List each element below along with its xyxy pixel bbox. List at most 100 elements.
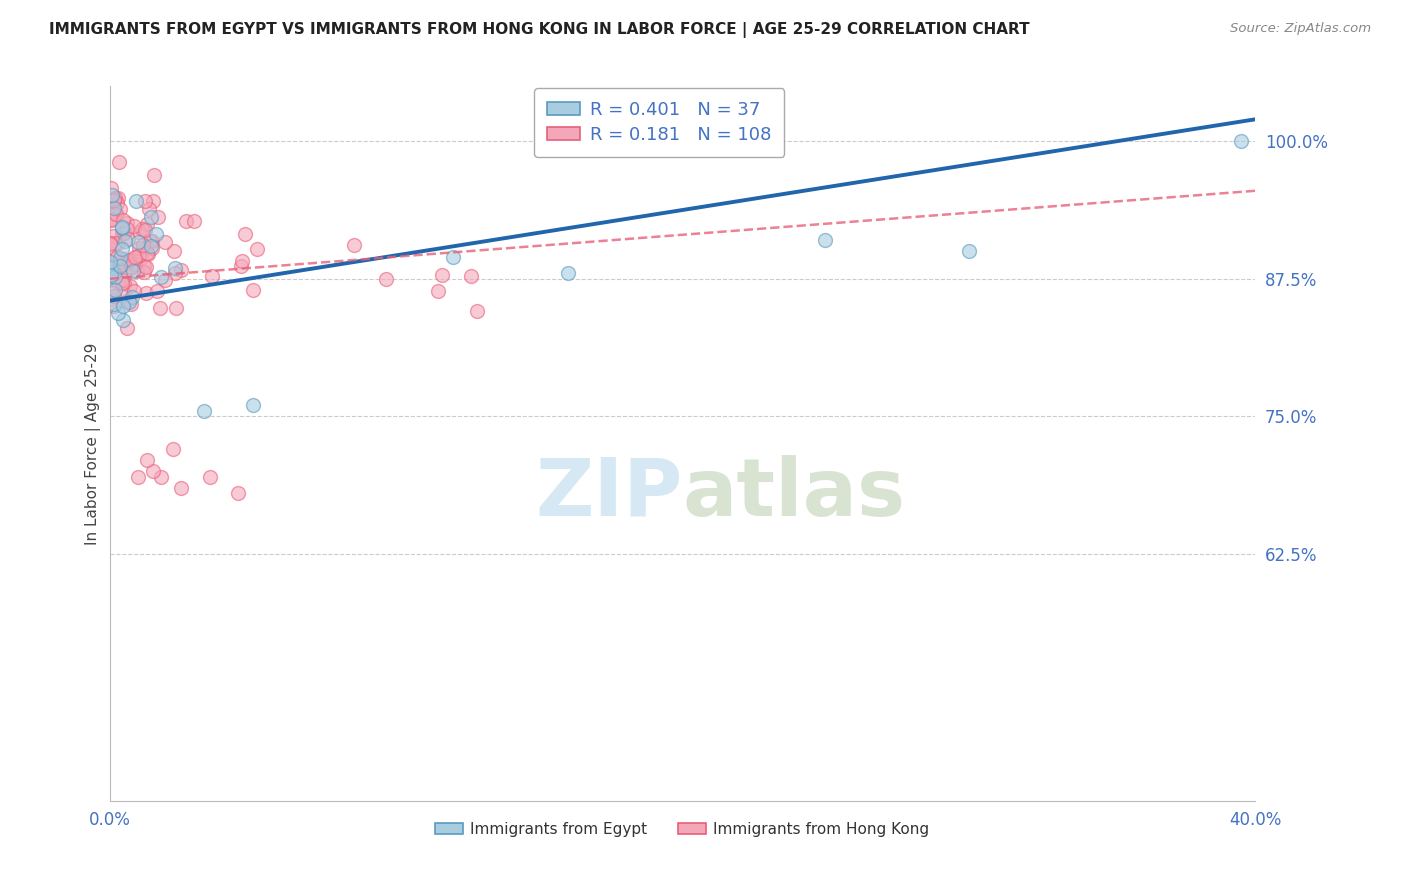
- Point: [112, 252, 135, 266]
- Point: [107, 306, 129, 320]
- Point: [141, 235, 163, 249]
- Point: [103, 207, 125, 221]
- Point: [122, 284, 145, 298]
- Point: [112, 226, 135, 240]
- Point: [117, 232, 139, 246]
- Point: [145, 227, 167, 241]
- Point: [100, 268, 122, 282]
- Point: [183, 213, 205, 227]
- Point: [136, 246, 159, 260]
- Point: [128, 241, 150, 255]
- Point: [111, 243, 134, 257]
- Point: [112, 257, 135, 271]
- Point: [107, 190, 129, 204]
- Point: [139, 210, 162, 224]
- Point: [103, 266, 125, 280]
- Point: [101, 211, 124, 226]
- Point: [104, 235, 127, 250]
- Point: [149, 301, 172, 316]
- Point: [112, 287, 135, 301]
- Point: [375, 272, 398, 286]
- Point: [193, 403, 215, 417]
- Point: [115, 294, 138, 309]
- Point: [129, 251, 152, 265]
- Point: [103, 201, 125, 215]
- Point: [142, 464, 165, 478]
- Point: [120, 297, 142, 311]
- Point: [115, 216, 138, 230]
- Point: [246, 243, 269, 257]
- Point: [139, 234, 162, 248]
- Point: [557, 266, 579, 280]
- Point: [460, 269, 482, 284]
- Point: [233, 227, 256, 241]
- Point: [343, 238, 366, 252]
- Point: [118, 295, 141, 310]
- Point: [135, 260, 157, 274]
- Point: [103, 296, 125, 310]
- Point: [108, 251, 131, 265]
- Point: [957, 244, 980, 259]
- Point: [124, 257, 146, 271]
- Point: [100, 181, 122, 195]
- Point: [108, 202, 131, 216]
- Point: [103, 193, 125, 207]
- Point: [228, 486, 250, 500]
- Point: [100, 213, 122, 227]
- Point: [112, 226, 135, 240]
- Text: IMMIGRANTS FROM EGYPT VS IMMIGRANTS FROM HONG KONG IN LABOR FORCE | AGE 25-29 CO: IMMIGRANTS FROM EGYPT VS IMMIGRANTS FROM…: [49, 22, 1029, 38]
- Point: [101, 267, 124, 281]
- Point: [465, 304, 488, 318]
- Point: [146, 210, 169, 224]
- Point: [242, 398, 264, 412]
- Point: [138, 202, 160, 216]
- Point: [118, 253, 141, 268]
- Point: [135, 240, 157, 254]
- Point: [128, 247, 150, 261]
- Point: [112, 299, 135, 313]
- Point: [117, 321, 139, 335]
- Point: [121, 290, 143, 304]
- Point: [139, 239, 162, 253]
- Point: [105, 195, 128, 210]
- Point: [153, 235, 176, 250]
- Point: [103, 211, 125, 226]
- Point: [111, 273, 134, 287]
- Point: [100, 293, 122, 307]
- Point: [98, 263, 121, 277]
- Point: [135, 285, 157, 300]
- Point: [100, 261, 122, 276]
- Point: [127, 235, 149, 249]
- Point: [170, 263, 193, 277]
- Point: [101, 285, 124, 300]
- Point: [131, 222, 153, 236]
- Point: [170, 481, 193, 495]
- Point: [155, 273, 177, 287]
- Point: [163, 266, 186, 280]
- Y-axis label: In Labor Force | Age 25-29: In Labor Force | Age 25-29: [86, 343, 101, 545]
- Point: [132, 259, 155, 273]
- Point: [125, 264, 148, 278]
- Point: [115, 222, 138, 236]
- Point: [122, 264, 145, 278]
- Point: [198, 469, 221, 483]
- Point: [141, 241, 163, 255]
- Point: [120, 279, 142, 293]
- Point: [124, 194, 146, 208]
- Point: [814, 233, 837, 247]
- Point: [107, 275, 129, 289]
- Point: [242, 283, 264, 297]
- Point: [98, 254, 121, 268]
- Point: [104, 252, 127, 266]
- Point: [441, 250, 464, 264]
- Point: [150, 270, 173, 285]
- Point: [111, 276, 134, 290]
- Point: [134, 223, 156, 237]
- Point: [110, 221, 132, 235]
- Point: [165, 301, 187, 316]
- Point: [162, 442, 184, 456]
- Point: [132, 238, 155, 252]
- Point: [135, 217, 157, 231]
- Point: [146, 284, 169, 298]
- Point: [120, 260, 142, 275]
